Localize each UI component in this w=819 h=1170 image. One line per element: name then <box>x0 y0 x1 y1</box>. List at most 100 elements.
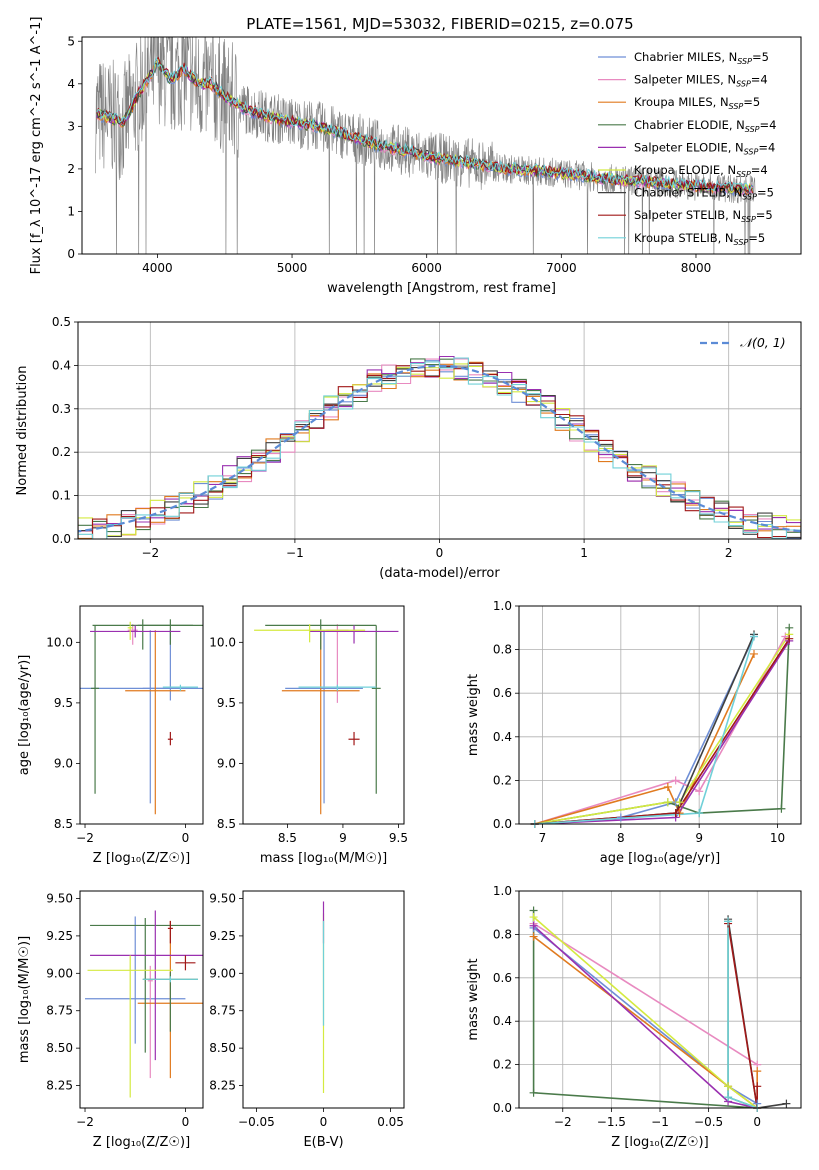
legend-label: Kroupa MILES, NSSP=5 <box>634 95 760 111</box>
x-tick-label: −2 <box>76 1115 94 1129</box>
x-tick-label: 0 <box>320 1115 328 1129</box>
panel-mass_vs_ebv: −0.05 0 0.05 8.25 8.50 8.75 9.00 9.25 9.50 E(B-V) <box>209 890 405 1150</box>
axes-frame <box>242 605 405 825</box>
x-tick-label: 1 <box>580 546 588 560</box>
x-tick-label: 0 <box>182 831 190 845</box>
legend-label-tail: =5 <box>748 231 765 245</box>
y-tick-label: 9.25 <box>46 929 73 943</box>
y-tick-label: 0.8 <box>493 643 512 657</box>
y-tick-label: 10.0 <box>46 635 73 649</box>
panel-weight_vs_age: 7 8 9 10 0.0 0.2 0.4 0.6 0.8 1.0 age [log₁₀(age/yr… <box>466 599 802 866</box>
legend-label-tail: =5 <box>752 50 769 64</box>
y-tick-label: 1 <box>67 204 75 218</box>
x-tick-label: 8000 <box>681 261 712 275</box>
weight-line <box>534 627 791 824</box>
legend-label: Salpeter MILES, NSSP=4 <box>634 73 768 89</box>
legend-label-main: Kroupa ELODIE, N <box>634 163 736 177</box>
x-tick-label: 4000 <box>142 261 173 275</box>
y-tick-label: 9.00 <box>46 966 73 980</box>
weight-marker <box>753 1082 762 1091</box>
legend-label-sub: SSP <box>741 215 756 224</box>
x-axis-label: Z [log₁₀(Z/Z☉)] <box>93 851 190 866</box>
y-tick-label: 0.2 <box>52 445 71 459</box>
x-tick-label: 7000 <box>546 261 577 275</box>
x-tick-label: 0.05 <box>377 1115 404 1129</box>
x-tick-label: −2 <box>76 831 94 845</box>
legend-label-main: Salpeter ELODIE, N <box>634 140 744 154</box>
legend-label: Chabrier ELODIE, NSSP=4 <box>634 118 776 134</box>
x-tick-label: 0 <box>753 1115 761 1129</box>
x-tick-label: 9 <box>339 831 347 845</box>
legend-label: Kroupa ELODIE, NSSP=4 <box>634 163 768 179</box>
weight-marker <box>777 804 786 813</box>
panel-mass_vs_z: −2 0 8.25 8.50 8.75 9.00 9.25 9.50 Z [log₁₀(Z/Z☉… <box>17 890 204 1150</box>
weight-line <box>534 638 790 824</box>
legend-label-tail: =5 <box>756 208 773 222</box>
y-tick-label: 8.5 <box>54 817 73 831</box>
plot-area <box>80 619 203 815</box>
weight-marker <box>724 1082 733 1091</box>
axes-frame <box>79 890 204 1109</box>
y-tick-label: 8.50 <box>209 1041 236 1055</box>
x-axis-label: (data-model)/error <box>379 566 500 581</box>
y-tick-label: 8.5 <box>217 817 236 831</box>
legend-label-sub: SSP <box>736 170 751 179</box>
y-axis-label: mass [log₁₀(M/M☉)] <box>17 936 32 1063</box>
y-tick-label: 8.75 <box>46 1004 73 1018</box>
y-tick-label: 0 <box>67 247 75 261</box>
x-tick-label: 6000 <box>411 261 442 275</box>
gaussian-curve <box>78 364 801 533</box>
y-tick-label: 9.50 <box>46 891 73 905</box>
y-tick-label: 0.2 <box>493 1058 512 1072</box>
y-tick-label: 8.50 <box>46 1041 73 1055</box>
legend-label: Chabrier MILES, NSSP=5 <box>634 50 769 66</box>
y-tick-label: 0.0 <box>493 817 512 831</box>
spectrum-model-line <box>96 56 754 193</box>
weight-marker <box>671 776 680 785</box>
weight-line <box>533 916 758 1108</box>
x-tick-label: −1 <box>651 1115 669 1129</box>
axes-frame <box>81 36 802 255</box>
panel-weight_vs_z: −2 −1.5 −1 −0.5 0 0.0 0.2 0.4 0.6 0.8 1.0 Z [log₁₀(… <box>466 884 802 1150</box>
y-tick-label: 4 <box>67 77 75 91</box>
y-tick-label: 0.0 <box>493 1101 512 1115</box>
y-tick-label: 0.0 <box>52 532 71 546</box>
plot-area <box>78 355 801 539</box>
weight-marker <box>724 917 733 926</box>
y-tick-label: 0.3 <box>52 402 71 416</box>
x-tick-label: 9 <box>695 831 703 845</box>
legend-label-sub: SSP <box>742 193 757 202</box>
legend-label-main: Salpeter MILES, N <box>634 73 736 87</box>
x-tick-label: 0 <box>436 546 444 560</box>
y-axis-label: mass weight <box>466 674 481 756</box>
legend-label-sub: SSP <box>737 57 752 66</box>
weight-marker <box>695 787 704 796</box>
weight-marker <box>695 809 704 818</box>
legend-label-sub: SSP <box>745 125 760 134</box>
weight-line <box>534 636 755 824</box>
figure-title: PLATE=1561, MJD=53032, FIBERID=0215, z=0… <box>246 15 633 33</box>
legend-label-main: Kroupa STELIB, N <box>634 231 734 245</box>
legend-label-sub: SSP <box>736 80 751 89</box>
legend-label-tail: =5 <box>757 186 774 200</box>
legend-label-main: Chabrier ELODIE, N <box>634 118 745 132</box>
legend-label: Kroupa STELIB, NSSP=5 <box>634 231 765 247</box>
x-tick-label: 8 <box>617 831 625 845</box>
panel-spectrum: 4000 5000 6000 7000 8000 0 1 2 3 4 5 wavelength [An… <box>29 17 802 296</box>
x-axis-label: E(B-V) <box>303 1135 343 1150</box>
legend-label-main: Chabrier MILES, N <box>634 50 737 64</box>
y-tick-label: 0.2 <box>493 773 512 787</box>
y-tick-label: 8.25 <box>209 1079 236 1093</box>
y-tick-label: 0.5 <box>52 315 71 329</box>
weight-marker <box>724 1093 733 1102</box>
x-axis-label: Z [log₁₀(Z/Z☉)] <box>93 1135 190 1150</box>
weight-marker <box>663 798 672 807</box>
weight-line <box>534 653 755 824</box>
weight-marker <box>750 649 758 658</box>
y-tick-label: 3 <box>67 119 75 133</box>
legend-label-tail: =4 <box>751 163 768 177</box>
x-tick-label: 9.5 <box>389 831 408 845</box>
weight-marker <box>750 632 758 641</box>
weight-line <box>534 633 755 824</box>
